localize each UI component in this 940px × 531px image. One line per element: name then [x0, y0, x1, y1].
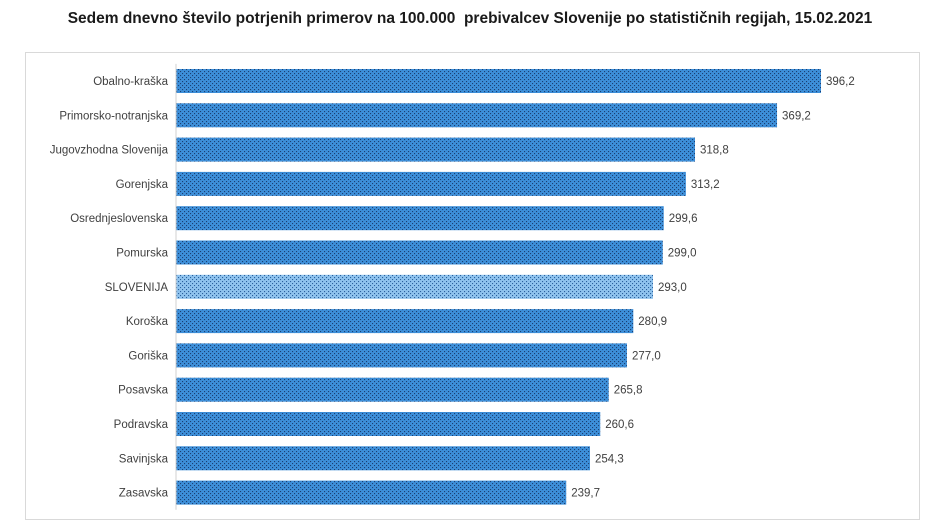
value-label-koroska: 280,9: [638, 316, 667, 328]
value-label-pomurska: 299,0: [668, 248, 697, 260]
category-label-podravska: Podravska: [114, 419, 169, 431]
bar-podravska: [176, 412, 601, 436]
value-label-zasavska: 239,7: [571, 488, 600, 500]
category-label-koroska: Koroška: [126, 316, 169, 328]
bar-pomurska: [176, 240, 663, 265]
bar-goriska: [176, 343, 627, 368]
bar-primorsko-notranjska: [176, 103, 778, 128]
chart-title: Sedem dnevno število potrjenih primerov …: [67, 10, 873, 27]
category-label-savinjska: Savinjska: [119, 453, 169, 465]
bar-obalno-kraska: [176, 69, 821, 93]
category-label-gorenjska: Gorenjska: [116, 179, 169, 191]
category-label-osrednjeslovenska: Osrednjeslovenska: [70, 213, 168, 225]
bars-group: Obalno-kraška 396,2 Primorsko-notranjska 36…: [50, 63, 855, 510]
bar-jugovzhodna-slovenija: [176, 137, 695, 162]
value-label-posavska: 265,8: [614, 385, 643, 397]
category-label-posavska: Posavska: [118, 385, 168, 397]
bar-slovenija: [176, 274, 653, 299]
bar-gorenjska: [176, 171, 686, 196]
value-label-slovenija: 293,0: [658, 282, 687, 294]
category-label-goriska: Goriška: [128, 350, 168, 362]
value-label-obalno-kraska: 396,2: [826, 76, 855, 88]
bar-koroska: [176, 309, 634, 334]
chart-area: Obalno-kraška 396,2 Primorsko-notranjska 36…: [25, 52, 920, 520]
value-label-jugovzhodna-slovenija: 318,8: [700, 145, 729, 157]
value-label-savinjska: 254,3: [595, 453, 624, 465]
value-label-primorsko-notranjska: 369,2: [782, 110, 811, 122]
bar-posavska: [176, 377, 609, 402]
bar-osrednjeslovenska: [176, 206, 664, 231]
bar-savinjska: [176, 446, 590, 471]
category-label-obalno-kraska: Obalno-kraška: [93, 76, 168, 88]
category-label-jugovzhodna-slovenija: Jugovzhodna Slovenija: [50, 145, 169, 157]
category-label-slovenija: SLOVENIJA: [105, 282, 169, 294]
category-label-pomurska: Pomurska: [116, 248, 168, 260]
value-label-goriska: 277,0: [632, 350, 661, 362]
value-label-podravska: 260,6: [605, 419, 634, 431]
bar-zasavska: [176, 480, 567, 505]
category-label-primorsko-notranjska: Primorsko-notranjska: [59, 110, 168, 122]
value-label-osrednjeslovenska: 299,6: [669, 213, 698, 225]
category-label-zasavska: Zasavska: [119, 488, 169, 500]
value-label-gorenjska: 313,2: [691, 179, 720, 191]
bar-chart-plot: Obalno-kraška 396,2 Primorsko-notranjska 36…: [50, 63, 855, 510]
